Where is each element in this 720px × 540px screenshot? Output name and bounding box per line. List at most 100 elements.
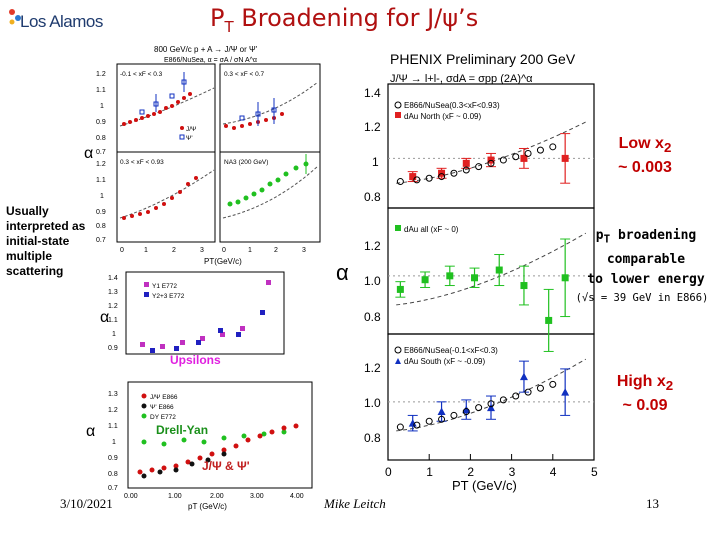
ytick: 1.4 bbox=[108, 275, 118, 282]
e866-header-1: 800 GeV/c p + A → J/Ψ or Ψ' bbox=[154, 45, 258, 54]
jpsi-psiprime-label: J/Ψ & Ψ' bbox=[202, 459, 250, 473]
y-axis-alpha: α bbox=[86, 423, 95, 440]
note-usually-interpreted: Usually interpreted as initial-state mul… bbox=[6, 204, 86, 278]
title-t-subscript: T bbox=[224, 17, 234, 36]
legend-marker bbox=[141, 393, 147, 399]
ytick: 0.9 bbox=[96, 209, 106, 216]
upsilon-figure: α 1.4 1.3 1.2 1.1 1 0.9 Y1 E772 Y2+3 E77… bbox=[100, 271, 285, 367]
pt-main: p bbox=[595, 228, 604, 243]
panel3-legend-2: dAu South (xF ~ -0.09) bbox=[404, 357, 485, 366]
dy-legend-2: Ψ' E866 bbox=[150, 404, 174, 411]
los-alamos-logo-icon bbox=[9, 9, 21, 25]
note-pt-broadening: pT broadening comparable to lower energy bbox=[576, 226, 716, 290]
ytick: 1 bbox=[112, 439, 116, 446]
ytick: 1 bbox=[100, 103, 104, 110]
legend-marker bbox=[141, 403, 147, 409]
upsilon-legend-1: Y1 E772 bbox=[152, 283, 177, 290]
ytick: 1.1 bbox=[96, 177, 106, 184]
y-axis-alpha: α bbox=[84, 145, 93, 162]
xtick: 3 bbox=[302, 247, 306, 254]
trend-curve bbox=[396, 232, 587, 306]
data-point-circle bbox=[549, 380, 557, 388]
jpsi-e866-points bbox=[137, 423, 299, 475]
bin-label: 0.3 < xF < 0.7 bbox=[224, 71, 264, 78]
xtick: 4.00 bbox=[290, 493, 304, 500]
upsilon-y1-points bbox=[140, 280, 271, 349]
data-point-circle bbox=[438, 173, 446, 181]
panel-bottom-right bbox=[219, 151, 321, 243]
data-point-circle bbox=[438, 415, 446, 423]
legend-marker-jpsi bbox=[180, 126, 184, 130]
bin-label: 0.3 < xF < 0.93 bbox=[120, 159, 164, 166]
title-rest: Broadening for J/ψ’s bbox=[233, 4, 479, 32]
e866-header-2: E866/NuSea, α = σA / σN A^α bbox=[164, 57, 257, 64]
ytick: 0.9 bbox=[108, 455, 118, 462]
phenix-x-ticks: 0 1 2 3 4 5 bbox=[385, 454, 598, 479]
xtick-label: 5 bbox=[591, 465, 598, 479]
data-point-square bbox=[462, 159, 470, 167]
curve bbox=[222, 165, 319, 219]
ytick: 1.3 bbox=[108, 289, 118, 296]
footer-date: 3/10/2021 bbox=[60, 496, 113, 511]
data-point-triangle bbox=[519, 372, 528, 381]
slide-title: PT Broadening for J/ψ’s bbox=[210, 4, 478, 36]
upsilons-label: Upsilons bbox=[170, 353, 221, 367]
xtick: 3 bbox=[200, 247, 204, 254]
data-point-circle bbox=[413, 176, 421, 184]
xtick-label: 3 bbox=[509, 465, 516, 479]
ytick: 1.4 bbox=[364, 86, 381, 100]
high-x-sub: 2 bbox=[665, 378, 674, 394]
e866-jpsi-points-bl bbox=[122, 176, 198, 220]
phenix-marks bbox=[388, 121, 594, 432]
e866-jpsi-figure: 800 GeV/c p + A → J/Ψ or Ψ' E866/NuSea, … bbox=[84, 42, 330, 270]
e866-psiprime-points-tl bbox=[139, 72, 187, 115]
ytick: 1.0 bbox=[364, 274, 381, 288]
upsilon-frame bbox=[125, 271, 285, 355]
xtick: 2.00 bbox=[210, 493, 224, 500]
ytick: 0.8 bbox=[364, 190, 381, 204]
legend-marker bbox=[144, 282, 149, 287]
upsilon-y23-points bbox=[150, 310, 265, 353]
data-point-circle bbox=[536, 146, 544, 154]
data-point-circle bbox=[499, 156, 507, 164]
note-high-x2: High x2 ~ 0.09 bbox=[598, 372, 692, 416]
ytick: 1 bbox=[372, 155, 379, 169]
x-axis-label: pT (GeV/c) bbox=[188, 502, 227, 511]
panel2-legend: dAu all (xF ~ 0) bbox=[404, 225, 459, 234]
data-point-square bbox=[421, 276, 429, 284]
phenix-title: PHENIX Preliminary 200 GeV bbox=[390, 51, 576, 67]
data-point-triangle bbox=[561, 388, 570, 396]
ytick: 0.9 bbox=[96, 119, 106, 126]
data-point-circle bbox=[396, 178, 404, 186]
xtick: 1.00 bbox=[168, 493, 182, 500]
ytick: 0.8 bbox=[364, 310, 381, 324]
ytick: 1.2 bbox=[108, 407, 118, 414]
pt-line-2: comparable bbox=[606, 251, 686, 267]
dy-legend-1: J/Ψ E866 bbox=[150, 394, 178, 401]
data-point-circle bbox=[450, 169, 458, 177]
ytick: 1.0 bbox=[364, 396, 381, 410]
xtick: 2 bbox=[172, 247, 176, 254]
data-point-circle bbox=[462, 166, 470, 174]
data-point-circle bbox=[524, 388, 532, 396]
data-point-square bbox=[446, 272, 454, 280]
phenix-panel-3 bbox=[387, 333, 595, 461]
data-point-triangle bbox=[408, 419, 417, 427]
psiprime-e866-points bbox=[141, 451, 227, 479]
low-x-main: Low x bbox=[618, 135, 664, 152]
legend-marker bbox=[395, 358, 401, 364]
dy-jpsi-figure: α 1.3 1.2 1.1 1 0.9 0.8 0.7 J/Ψ E866 Ψ' … bbox=[86, 381, 313, 511]
bin-label: -0.1 < xF < 0.3 bbox=[120, 71, 163, 78]
curve bbox=[119, 169, 215, 219]
data-point-square bbox=[396, 285, 404, 293]
y-axis-alpha: α bbox=[100, 309, 109, 326]
legend-marker bbox=[395, 112, 401, 118]
dy-points bbox=[141, 429, 287, 447]
data-point-circle bbox=[512, 392, 520, 400]
ytick: 0.7 bbox=[96, 237, 106, 244]
data-point-circle bbox=[475, 404, 483, 412]
ytick: 1 bbox=[100, 193, 104, 200]
pt-sub: T bbox=[603, 232, 611, 246]
data-point-square bbox=[520, 282, 528, 290]
x-axis-label: PT (GeV/c) bbox=[452, 478, 517, 493]
